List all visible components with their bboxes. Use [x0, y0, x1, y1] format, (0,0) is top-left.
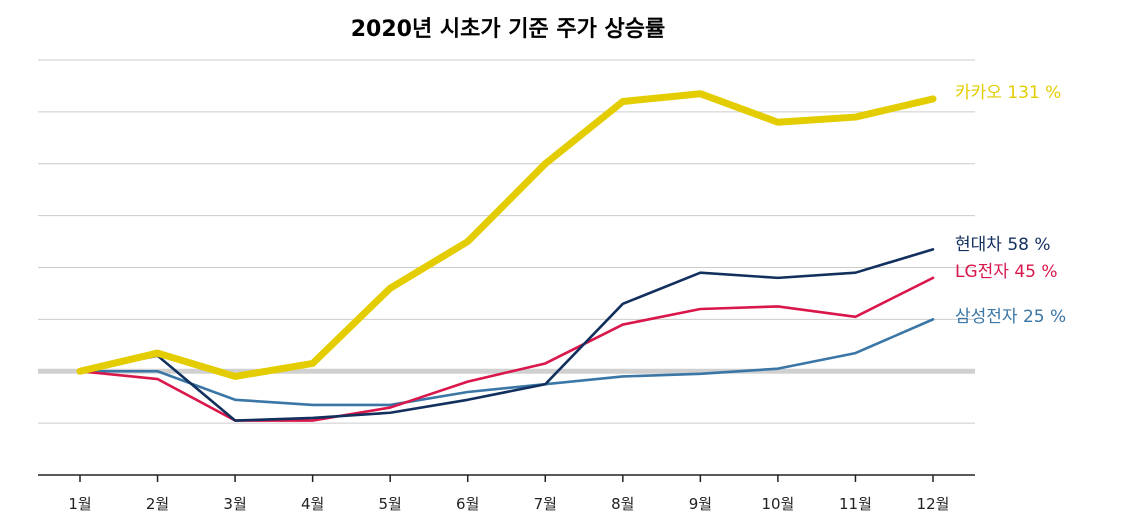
series-line-0 — [76, 90, 937, 380]
x-tick-label: 1월 — [68, 495, 91, 513]
x-tick-label: 10월 — [761, 495, 794, 513]
series-end-labels: 카카오 131 % 현대차 58 % LG전자 45 % 삼성전자 25 % — [955, 83, 1066, 327]
series-end-label-0: 카카오 131 % — [955, 83, 1061, 103]
gridlines — [38, 59, 975, 424]
series-line-1 — [78, 248, 935, 422]
x-tick-label: 7월 — [534, 495, 557, 513]
x-tick-label: 8월 — [611, 495, 634, 513]
x-tick-label: 9월 — [689, 495, 712, 513]
x-tick-label: 5월 — [379, 495, 402, 513]
series-end-label-1: 현대차 58 % — [955, 235, 1051, 255]
series-end-label-2: LG전자 45 % — [955, 262, 1058, 282]
x-tick-label: 4월 — [301, 495, 324, 513]
x-tick-label: 12월 — [917, 495, 950, 513]
series-end-label-3: 삼성전자 25 % — [955, 307, 1066, 327]
chart-title: 2020년 시초가 기준 주가 상승률 — [351, 17, 666, 42]
x-tick-label: 3월 — [223, 495, 246, 513]
x-tick-label: 2월 — [146, 495, 169, 513]
series-lines — [76, 90, 937, 422]
x-axis: 1월 2월 3월 4월 5월 6월 7월 8월 9월 10월 11월 12월 — [38, 474, 975, 513]
x-tick-label: 6월 — [456, 495, 479, 513]
series-line-3 — [78, 318, 935, 407]
x-tick-label: 11월 — [839, 495, 872, 513]
series-line-2 — [78, 276, 935, 422]
